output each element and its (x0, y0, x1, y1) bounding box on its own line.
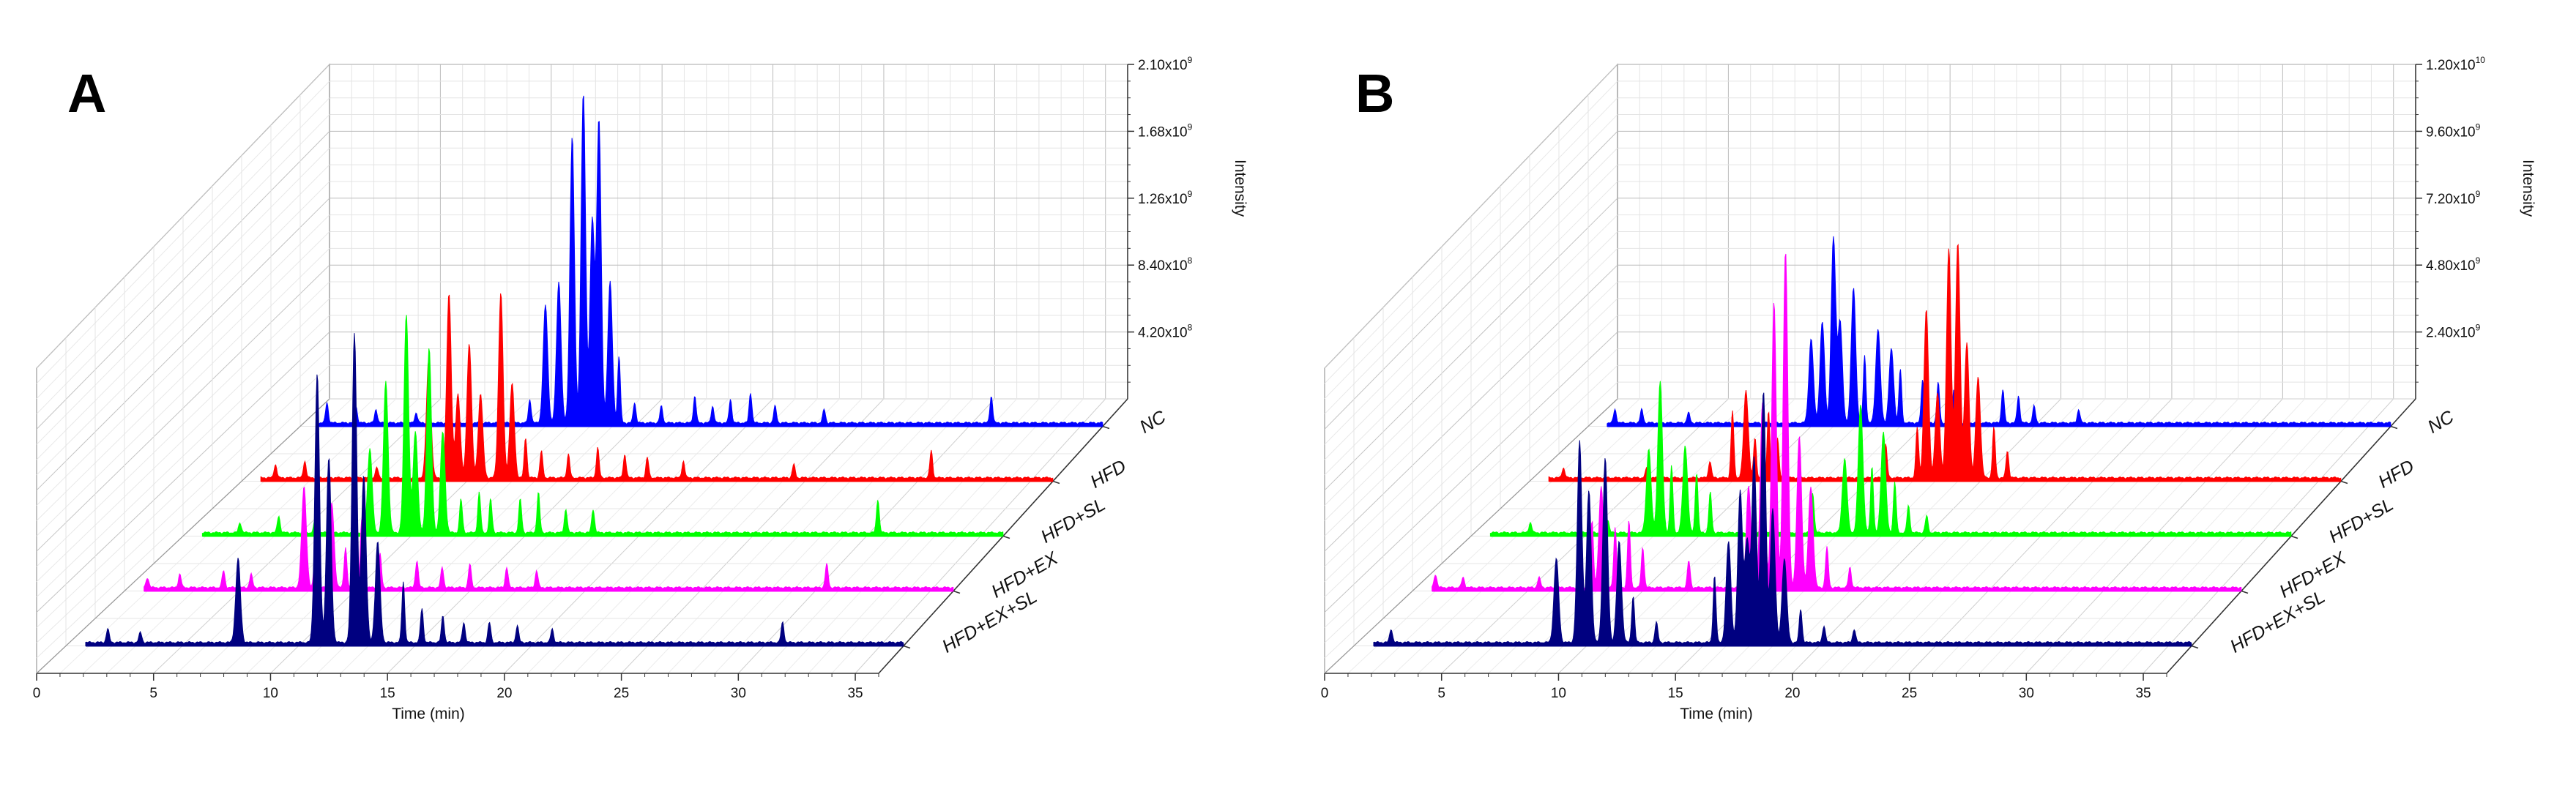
x-tick-label: 15 (1668, 686, 1683, 701)
panel-label: A (67, 63, 106, 124)
y-tick-label: 1.20x1010 (2426, 55, 2485, 73)
series-trace (201, 315, 1004, 536)
x-tick-label: 10 (263, 686, 278, 701)
x-tick-label: 20 (1784, 686, 1800, 701)
x-tick-label: 10 (1551, 686, 1566, 701)
chromatogram-3d-b: B 0 5 10 15 20 25 30 35 Time (min) 2.40x109 4.80x1… (1321, 55, 2536, 722)
y-tick-label: 1.68x109 (1138, 121, 1193, 140)
x-tick-label: 25 (1902, 686, 1917, 701)
x-tick-label: 35 (2135, 686, 2151, 701)
series-trace (1432, 253, 2242, 591)
series-label: HFD (1087, 456, 1130, 493)
x-tick-label: 5 (1437, 686, 1445, 701)
y-tick-label: 2.40x109 (2426, 323, 2481, 341)
x-tick-label: 25 (614, 686, 629, 701)
series-trace (144, 486, 954, 591)
series-trace (1373, 392, 2192, 646)
y-axis-title: Intensity (2520, 160, 2536, 217)
series-label: HFD (2375, 456, 2418, 493)
y-tick-label: 4.20x108 (1138, 323, 1193, 341)
series-label: HFD+EX+SL (2227, 586, 2329, 657)
x-axis-title: Time (min) (1680, 706, 1753, 722)
series-label: HFD+SL (1038, 494, 1109, 547)
y-tick-label: 2.10x109 (1138, 55, 1193, 73)
y-tick-label: 9.60x109 (2426, 121, 2481, 140)
x-tick-label: 35 (847, 686, 863, 701)
x-tick-label: 30 (731, 686, 746, 701)
x-tick-label: 30 (2019, 686, 2034, 701)
x-tick-label: 20 (496, 686, 512, 701)
y-axis: 2.40x109 4.80x109 7.20x109 9.60x109 1.20x101… (2415, 55, 2536, 399)
x-axis: 0 5 10 15 20 25 30 35 Time (min) (1321, 673, 2167, 722)
series-trace (319, 95, 1103, 427)
series-trace (1607, 236, 2391, 427)
x-tick-label: 0 (1321, 686, 1329, 701)
x-axis: 0 5 10 15 20 25 30 35 Time (min) (33, 673, 879, 722)
panel-label: B (1355, 63, 1394, 124)
x-tick-label: 0 (33, 686, 41, 701)
y-axis-title: Intensity (1232, 160, 1248, 217)
y-axis: 4.20x108 8.40x108 1.26x109 1.68x109 2.10x109… (1127, 55, 1248, 399)
series-trace (85, 333, 904, 646)
series-trace (1489, 381, 2292, 536)
chromatogram-3d-a: A 0 5 10 15 20 25 30 35 Time (min) 4.20x108 8.40x1… (33, 55, 1248, 722)
y-tick-label: 1.26x109 (1138, 189, 1193, 207)
x-axis-title: Time (min) (392, 706, 465, 722)
series-trace (1548, 243, 2342, 482)
series-trace (260, 293, 1054, 482)
chart-panel-b: B 0 5 10 15 20 25 30 35 Time (min) 2.40x109 4.80x1… (1288, 0, 2576, 808)
series-label: HFD+EX+SL (939, 586, 1041, 657)
y-tick-label: 4.80x109 (2426, 255, 2481, 274)
series-label: HFD+SL (2326, 494, 2397, 547)
y-tick-label: 8.40x108 (1138, 255, 1193, 274)
series-label: NC (1136, 406, 1170, 438)
x-tick-label: 5 (149, 686, 157, 701)
series-label: NC (2424, 406, 2458, 438)
chart-panel-a: A 0 5 10 15 20 25 30 35 Time (min) 4.20x108 8.40x1… (33, 55, 1248, 722)
x-tick-label: 15 (380, 686, 395, 701)
grid (1324, 63, 2416, 674)
y-tick-label: 7.20x109 (2426, 189, 2481, 207)
